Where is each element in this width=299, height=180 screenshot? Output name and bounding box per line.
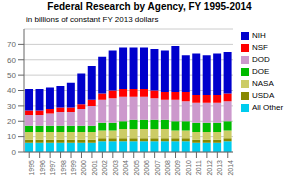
svg-text:2003: 2003 xyxy=(112,160,119,176)
svg-text:2000: 2000 xyxy=(80,160,87,176)
svg-text:30: 30 xyxy=(8,102,17,111)
svg-text:1999: 1999 xyxy=(70,160,77,176)
html-text:in billions of constant FY 201: in billions of constant FY 2013 dollars xyxy=(26,15,159,24)
svg-text:1995: 1995 xyxy=(28,160,35,176)
svg-text:2007: 2007 xyxy=(154,160,161,176)
html-text:NIH: NIH xyxy=(252,31,266,40)
svg-text:50: 50 xyxy=(8,71,17,80)
svg-text:0: 0 xyxy=(12,148,17,157)
svg-text:1997: 1997 xyxy=(49,160,56,176)
svg-text:2002: 2002 xyxy=(101,160,108,176)
svg-text:2008: 2008 xyxy=(164,160,171,176)
svg-text:2004: 2004 xyxy=(122,160,129,176)
html-text:Federal Research by Agency, FY: Federal Research by Agency, FY 1995-2014 xyxy=(47,1,252,12)
svg-text:70: 70 xyxy=(8,40,17,49)
html-text:DOD: DOD xyxy=(252,55,270,64)
svg-text:2010: 2010 xyxy=(185,160,192,176)
svg-text:2005: 2005 xyxy=(133,160,140,176)
svg-text:2006: 2006 xyxy=(143,160,150,176)
html-text:NASA: NASA xyxy=(252,79,274,88)
svg-text:2001: 2001 xyxy=(91,160,98,176)
html-text:NSF: NSF xyxy=(252,43,268,52)
svg-text:1998: 1998 xyxy=(60,160,67,176)
svg-text:2013: 2013 xyxy=(216,160,223,176)
svg-text:2012: 2012 xyxy=(206,160,213,176)
svg-text:20: 20 xyxy=(8,117,17,126)
svg-text:1996: 1996 xyxy=(39,160,46,176)
svg-text:2009: 2009 xyxy=(174,160,181,176)
svg-text:40: 40 xyxy=(8,86,17,95)
html-text:All Other: All Other xyxy=(252,103,284,112)
html-text:DOE: DOE xyxy=(252,67,270,76)
html-text:USDA: USDA xyxy=(252,91,275,100)
svg-text:10: 10 xyxy=(8,132,17,141)
svg-text:2011: 2011 xyxy=(195,160,202,175)
svg-text:60: 60 xyxy=(8,56,17,65)
svg-text:2014: 2014 xyxy=(227,160,234,176)
